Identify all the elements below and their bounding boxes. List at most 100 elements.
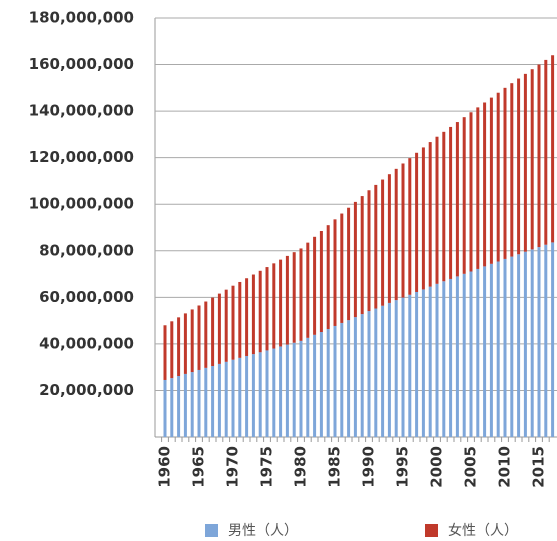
bar-segment — [265, 350, 269, 437]
bar-segment — [462, 117, 466, 274]
bar-segment — [449, 278, 453, 437]
bar-segment — [170, 321, 174, 379]
bar-segment — [496, 92, 500, 262]
bar-segment — [211, 366, 215, 437]
bar-segment — [326, 328, 330, 437]
bar-segment — [496, 261, 500, 437]
bar-segment — [421, 147, 425, 290]
bar-segment — [245, 355, 249, 437]
bar-segment — [530, 69, 534, 250]
bar-segment — [523, 251, 527, 437]
bar-segment — [435, 136, 439, 284]
bar-segment — [489, 97, 493, 264]
legend-label: 男性（人） — [228, 523, 298, 539]
bar-segment — [333, 219, 337, 326]
bar-segment — [251, 274, 255, 355]
bar-segment — [428, 286, 432, 437]
bar-segment — [333, 325, 337, 437]
x-tick-label: 2015 — [530, 446, 548, 488]
bar-segment — [517, 254, 521, 437]
x-tick-label: 1975 — [258, 446, 276, 488]
bar-segment — [408, 158, 412, 295]
bar-segment — [469, 271, 473, 437]
bar-segment — [544, 244, 548, 437]
bar-segment — [510, 256, 514, 437]
bar-segment — [211, 297, 215, 367]
bar-segment — [217, 363, 221, 437]
bar-segment — [449, 126, 453, 279]
bar-segment — [292, 252, 296, 343]
bar-segment — [279, 259, 283, 347]
bar-segment — [340, 213, 344, 323]
bar-segment — [347, 207, 351, 321]
bar-segment — [224, 289, 228, 362]
bar-segment — [224, 361, 228, 437]
bar-segment — [197, 305, 201, 370]
x-tick-label: 1960 — [156, 446, 174, 488]
bar-segment — [544, 59, 548, 245]
bar-segment — [537, 64, 541, 248]
bar-segment — [530, 249, 534, 437]
x-tick-label: 2010 — [496, 446, 514, 488]
bar-segment — [217, 293, 221, 364]
bar-segment — [231, 359, 235, 437]
bar-segment — [177, 317, 181, 377]
bar-segment — [319, 332, 323, 437]
y-tick-label: 80,000,000 — [39, 241, 134, 259]
bar-segment — [258, 270, 262, 353]
y-tick-label: 100,000,000 — [29, 195, 134, 213]
x-tick-label: 2000 — [428, 446, 446, 488]
bar-segment — [163, 325, 167, 380]
bar-segment — [197, 369, 201, 437]
bar-segment — [367, 190, 371, 312]
bar-segment — [170, 378, 174, 437]
bar-segment — [455, 276, 459, 437]
bar-segment — [503, 87, 507, 259]
bar-segment — [435, 283, 439, 437]
bar-segment — [551, 55, 555, 243]
bar-segment — [408, 294, 412, 437]
y-tick-label: 20,000,000 — [39, 381, 134, 399]
bar-segment — [183, 373, 187, 437]
bar-segment — [306, 242, 310, 338]
bar-segment — [251, 354, 255, 437]
bar-segment — [401, 297, 405, 437]
x-tick-label: 1995 — [394, 446, 412, 488]
bar-segment — [238, 357, 242, 437]
bar-segment — [299, 340, 303, 437]
bar-segment — [326, 225, 330, 329]
bar-segment — [319, 230, 323, 333]
y-tick-label: 140,000,000 — [29, 102, 134, 120]
bar-segment — [245, 278, 249, 356]
y-tick-label: 60,000,000 — [39, 288, 134, 306]
x-tick-label: 1965 — [190, 446, 208, 488]
bar-segment — [476, 268, 480, 437]
bar-segment — [421, 289, 425, 437]
y-tick-label: 180,000,000 — [29, 9, 134, 27]
bar-segment — [551, 242, 555, 437]
legend-swatch — [205, 524, 218, 537]
bar-segment — [517, 78, 521, 255]
bar-segment — [401, 163, 405, 298]
bar-segment — [360, 196, 364, 315]
x-tick-label: 1990 — [360, 446, 378, 488]
bar-segment — [279, 346, 283, 437]
bar-segment — [462, 273, 466, 437]
bar-segment — [360, 314, 364, 437]
bar-segment — [183, 313, 187, 374]
bar-segment — [523, 73, 527, 252]
bar-segment — [510, 83, 514, 257]
bar-segment — [367, 311, 371, 437]
bar-segment — [394, 300, 398, 437]
bar-segment — [353, 317, 357, 437]
bar-segment — [483, 102, 487, 267]
bar-segment — [537, 247, 541, 437]
bar-segment — [313, 334, 317, 437]
bar-segment — [231, 285, 235, 360]
y-tick-label: 160,000,000 — [29, 55, 134, 73]
bar-segment — [177, 376, 181, 437]
bar-segment — [381, 305, 385, 437]
bar-segment — [272, 263, 276, 349]
